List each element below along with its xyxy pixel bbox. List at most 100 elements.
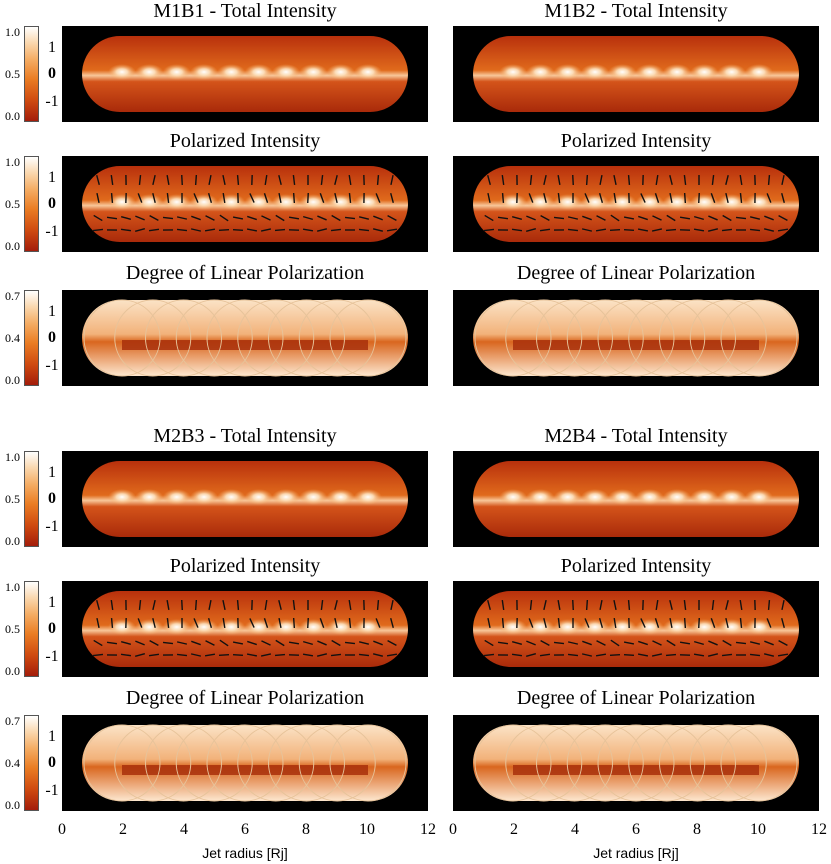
polarization-vector <box>637 653 649 657</box>
polarization-vector <box>274 228 286 232</box>
polarization-vector <box>246 653 258 657</box>
x-axis-tick-label: 0 <box>58 821 66 838</box>
polarization-vector <box>260 228 272 232</box>
polarization-vector <box>181 599 183 611</box>
depolarized-band <box>122 765 368 775</box>
colorbar-tick-label: 0.4 <box>5 331 20 345</box>
polarization-vector <box>373 640 383 646</box>
colorbar-tick-label: 0.5 <box>5 197 20 211</box>
depolarized-band <box>122 340 368 350</box>
emission-knot <box>745 489 773 505</box>
polarization-vector <box>222 617 226 629</box>
panel-title: Degree of Linear Polarization <box>125 262 365 284</box>
colorbar-tick-label: 0.5 <box>5 492 20 506</box>
jet-image-panel <box>62 290 428 386</box>
emission-knot <box>244 64 273 80</box>
polarization-vector <box>539 653 551 657</box>
polarization-vector <box>582 640 592 646</box>
polarization-vector <box>207 193 213 203</box>
polarization-vector <box>487 174 491 186</box>
polarization-vector <box>725 617 729 629</box>
emission-knot <box>299 489 328 505</box>
polarization-vector <box>148 653 160 657</box>
jet-body <box>82 166 408 242</box>
polarization-vector <box>595 653 607 657</box>
polarization-vector <box>278 617 282 629</box>
polarization-vector <box>484 214 494 222</box>
polarization-vector <box>152 192 156 204</box>
colorbar-tick-label: 1.0 <box>5 580 20 594</box>
shell-ring <box>114 299 192 377</box>
polarization-vector <box>302 653 314 657</box>
emission-knot <box>608 64 637 80</box>
polarization-vector <box>767 174 771 186</box>
emission-knot <box>244 489 273 505</box>
y-axis-tick-label: 1 <box>48 39 56 56</box>
polarization-vector <box>120 228 132 232</box>
polarization-vector <box>613 617 617 629</box>
shell-ring <box>659 724 736 802</box>
y-axis-tick-label: -1 <box>45 223 59 240</box>
polarization-vector <box>205 215 215 221</box>
emission-knot <box>690 194 719 210</box>
polarization-vector <box>316 228 328 232</box>
polarization-vector <box>725 174 729 186</box>
polarization-vector <box>708 215 718 221</box>
polarization-vector <box>303 215 313 221</box>
polarization-vector <box>764 215 774 221</box>
polarization-vector <box>539 228 551 232</box>
polarization-vector <box>487 599 491 611</box>
x-axis-tick-label: 10 <box>750 821 766 838</box>
polarization-vector <box>208 174 212 186</box>
polarization-vector <box>725 192 729 204</box>
polarization-vector <box>651 653 663 657</box>
polarization-vector <box>93 214 103 222</box>
colorbar <box>24 26 39 122</box>
panel-title: M1B2 - Total Intensity <box>544 0 728 22</box>
y-axis-tick-label: -1 <box>45 357 59 374</box>
emission-knot <box>717 489 746 505</box>
emission-knot <box>354 619 382 635</box>
shell-ring <box>175 299 253 377</box>
polarization-vector <box>529 174 533 186</box>
polarization-vector <box>386 228 398 232</box>
emission-knot <box>635 194 664 210</box>
polarization-vector <box>666 639 676 647</box>
polarization-vector <box>749 228 761 232</box>
emission-knot <box>663 619 691 635</box>
polarization-vector <box>317 640 327 646</box>
emission-knot <box>135 489 164 505</box>
polarization-vector <box>525 653 537 657</box>
emission-knot <box>581 64 609 80</box>
emission-knot <box>190 194 218 210</box>
emission-knot <box>663 64 691 80</box>
polarization-vector <box>319 193 325 203</box>
polarization-vector <box>386 653 398 657</box>
polarization-vector <box>176 216 188 220</box>
shell-ring <box>145 299 222 377</box>
y-axis-tick-label: 0 <box>48 620 56 637</box>
polarization-vector <box>110 174 114 186</box>
polarization-vector <box>302 228 314 232</box>
polarization-vector <box>543 599 547 611</box>
polarization-vector <box>232 216 244 220</box>
emission-knot <box>608 619 637 635</box>
polarization-vector <box>260 653 272 657</box>
shell-ring <box>474 724 552 802</box>
polarization-vector <box>390 617 394 629</box>
polarization-vector <box>166 174 170 186</box>
jet-body <box>82 300 408 376</box>
y-axis-tick-label: 1 <box>48 303 56 320</box>
polarization-vector <box>581 653 593 657</box>
emission-knot <box>135 619 164 635</box>
polarization-vector <box>236 599 240 611</box>
emission-knot <box>272 489 300 505</box>
polarization-vector <box>264 599 268 611</box>
emission-knot <box>581 619 609 635</box>
y-axis-tick-label: 1 <box>48 464 56 481</box>
x-axis-tick-label: 8 <box>302 821 310 838</box>
emission-knot <box>581 194 609 210</box>
shell-ring <box>566 299 644 377</box>
polarization-vector <box>152 599 156 611</box>
polarization-vector <box>204 228 216 232</box>
